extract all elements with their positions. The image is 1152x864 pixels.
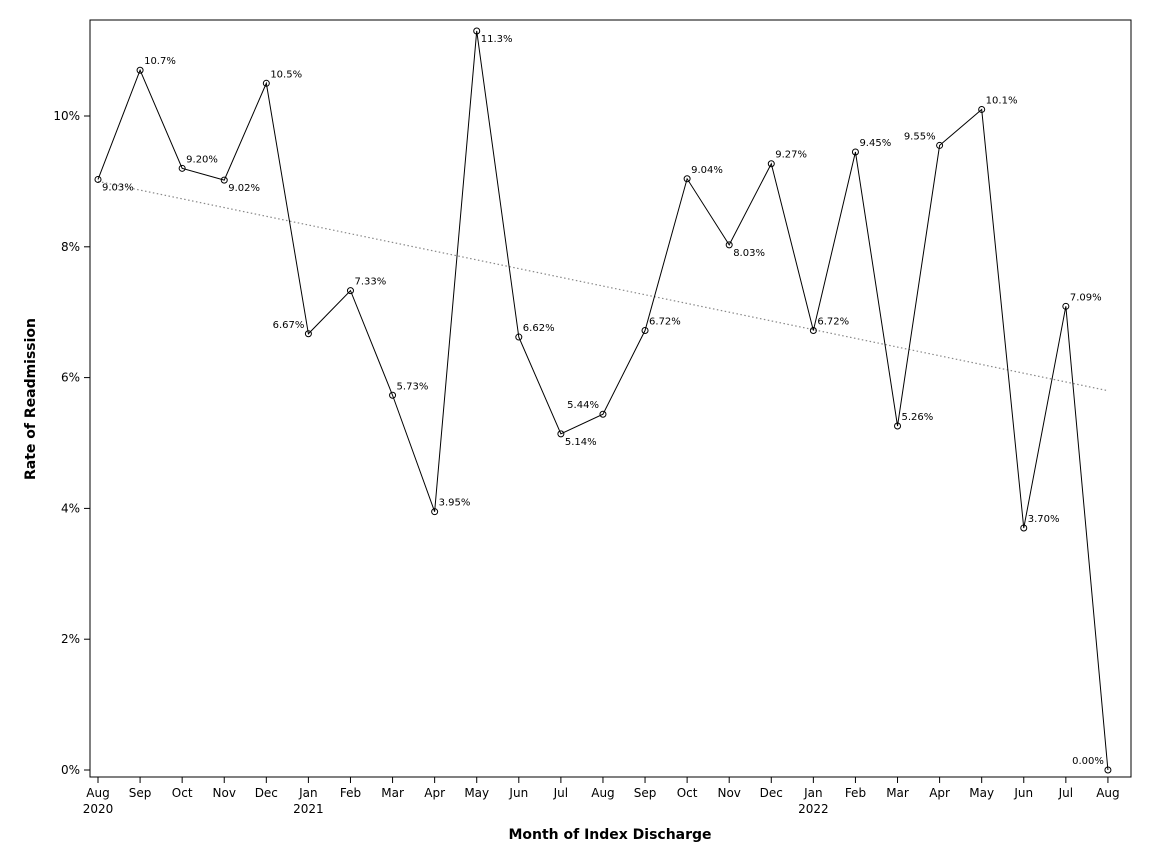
y-tick-label: 6% (61, 371, 80, 385)
data-label: 6.72% (817, 317, 849, 328)
data-point (1020, 524, 1028, 532)
data-label: 10.7% (144, 56, 176, 67)
y-tick-label: 4% (61, 501, 80, 515)
y-axis-title: Rate of Readmission (23, 318, 39, 480)
data-label: 8.03% (733, 248, 765, 259)
data-label: 9.20% (186, 154, 218, 165)
data-label: 5.44% (567, 400, 599, 411)
data-point (304, 330, 312, 338)
y-tick-label: 0% (61, 763, 80, 777)
trendline-group (97, 180, 1109, 392)
x-tick-label: Aug (86, 786, 109, 800)
y-axis: 0% 2% 4% 6% 8% 10% (53, 109, 90, 777)
x-tick-label: Apr (424, 786, 445, 800)
data-point (94, 175, 102, 183)
data-label: 7.09% (1070, 292, 1102, 303)
x-tick-label: Dec (255, 786, 278, 800)
trendline (97, 180, 1109, 392)
x-tick-label: May (969, 786, 994, 800)
x-tick-label: May (464, 786, 489, 800)
data-label: 7.33% (354, 277, 386, 288)
data-label: 10.1% (986, 95, 1018, 106)
data-point (599, 410, 607, 418)
data-label: 3.70% (1028, 514, 1060, 525)
data-label: 9.27% (775, 150, 807, 161)
data-point (978, 105, 986, 113)
x-tick-label: Mar (886, 786, 909, 800)
data-label: 9.45% (859, 138, 891, 149)
data-point (894, 422, 902, 430)
y-tick-label: 8% (61, 240, 80, 254)
data-label: 3.95% (439, 498, 471, 509)
x-year-label: 2021 (293, 802, 324, 816)
data-label: 6.72% (649, 317, 681, 328)
data-point (767, 160, 775, 168)
x-tick-label: Feb (845, 786, 866, 800)
data-label: 9.02% (228, 183, 260, 194)
data-point (178, 164, 186, 172)
x-tick-label: Mar (381, 786, 404, 800)
data-point (1104, 766, 1112, 774)
x-tick-label: Jun (1013, 786, 1033, 800)
series-line (97, 30, 1109, 771)
x-tick-label: Oct (677, 786, 698, 800)
data-point (473, 27, 481, 35)
data-point (683, 175, 691, 183)
x-tick-label: Aug (591, 786, 614, 800)
x-tick-label: Jan (298, 786, 318, 800)
data-point (725, 241, 733, 249)
data-point (515, 333, 523, 341)
series-group: 9.03% 10.7% 9.20% 9.02% 10.5% 6.67% 7.33% 5.73%… (94, 27, 1112, 774)
x-tick-label: Nov (717, 786, 740, 800)
plot-frame (89, 19, 1132, 778)
x-tick-label: Nov (213, 786, 236, 800)
data-label: 9.04% (691, 165, 723, 176)
x-year-label: 2022 (798, 802, 829, 816)
data-point (1062, 302, 1070, 310)
data-point (220, 176, 228, 184)
x-year-label: 2020 (83, 802, 114, 816)
x-tick-label: Jun (508, 786, 528, 800)
x-tick-label: Jul (553, 786, 568, 800)
x-tick-label: Apr (929, 786, 950, 800)
data-point (389, 391, 397, 399)
x-axis: Aug Sep Oct Nov Dec Jan Feb Mar Apr May Jun Jul Aug S… (83, 777, 1120, 816)
x-tick-label: Sep (634, 786, 657, 800)
data-label: 6.67% (273, 320, 305, 331)
data-point (431, 508, 439, 516)
data-point (641, 327, 649, 335)
x-tick-label: Dec (760, 786, 783, 800)
x-tick-label: Sep (129, 786, 152, 800)
data-label: 5.14% (565, 437, 597, 448)
x-tick-label: Oct (172, 786, 193, 800)
data-point (851, 148, 859, 156)
data-label: 6.62% (523, 323, 555, 334)
y-tick-label: 10% (53, 109, 80, 123)
x-tick-label: Aug (1096, 786, 1119, 800)
x-tick-label: Feb (340, 786, 361, 800)
data-label: 9.55% (904, 131, 936, 142)
data-point (557, 430, 565, 438)
x-tick-label: Jul (1058, 786, 1073, 800)
data-point (809, 327, 817, 335)
data-label: 5.26% (902, 412, 934, 423)
data-point (262, 79, 270, 87)
data-point (346, 287, 354, 295)
data-point (136, 66, 144, 74)
y-tick-label: 2% (61, 632, 80, 646)
x-tick-label: Jan (803, 786, 823, 800)
x-axis-title: Month of Index Discharge (508, 827, 711, 843)
data-label: 10.5% (270, 69, 302, 80)
data-point (936, 141, 944, 149)
data-label: 0.00% (1072, 756, 1104, 767)
data-label: 5.73% (397, 381, 429, 392)
data-label: 11.3% (481, 34, 513, 45)
data-label: 9.03% (102, 182, 134, 193)
